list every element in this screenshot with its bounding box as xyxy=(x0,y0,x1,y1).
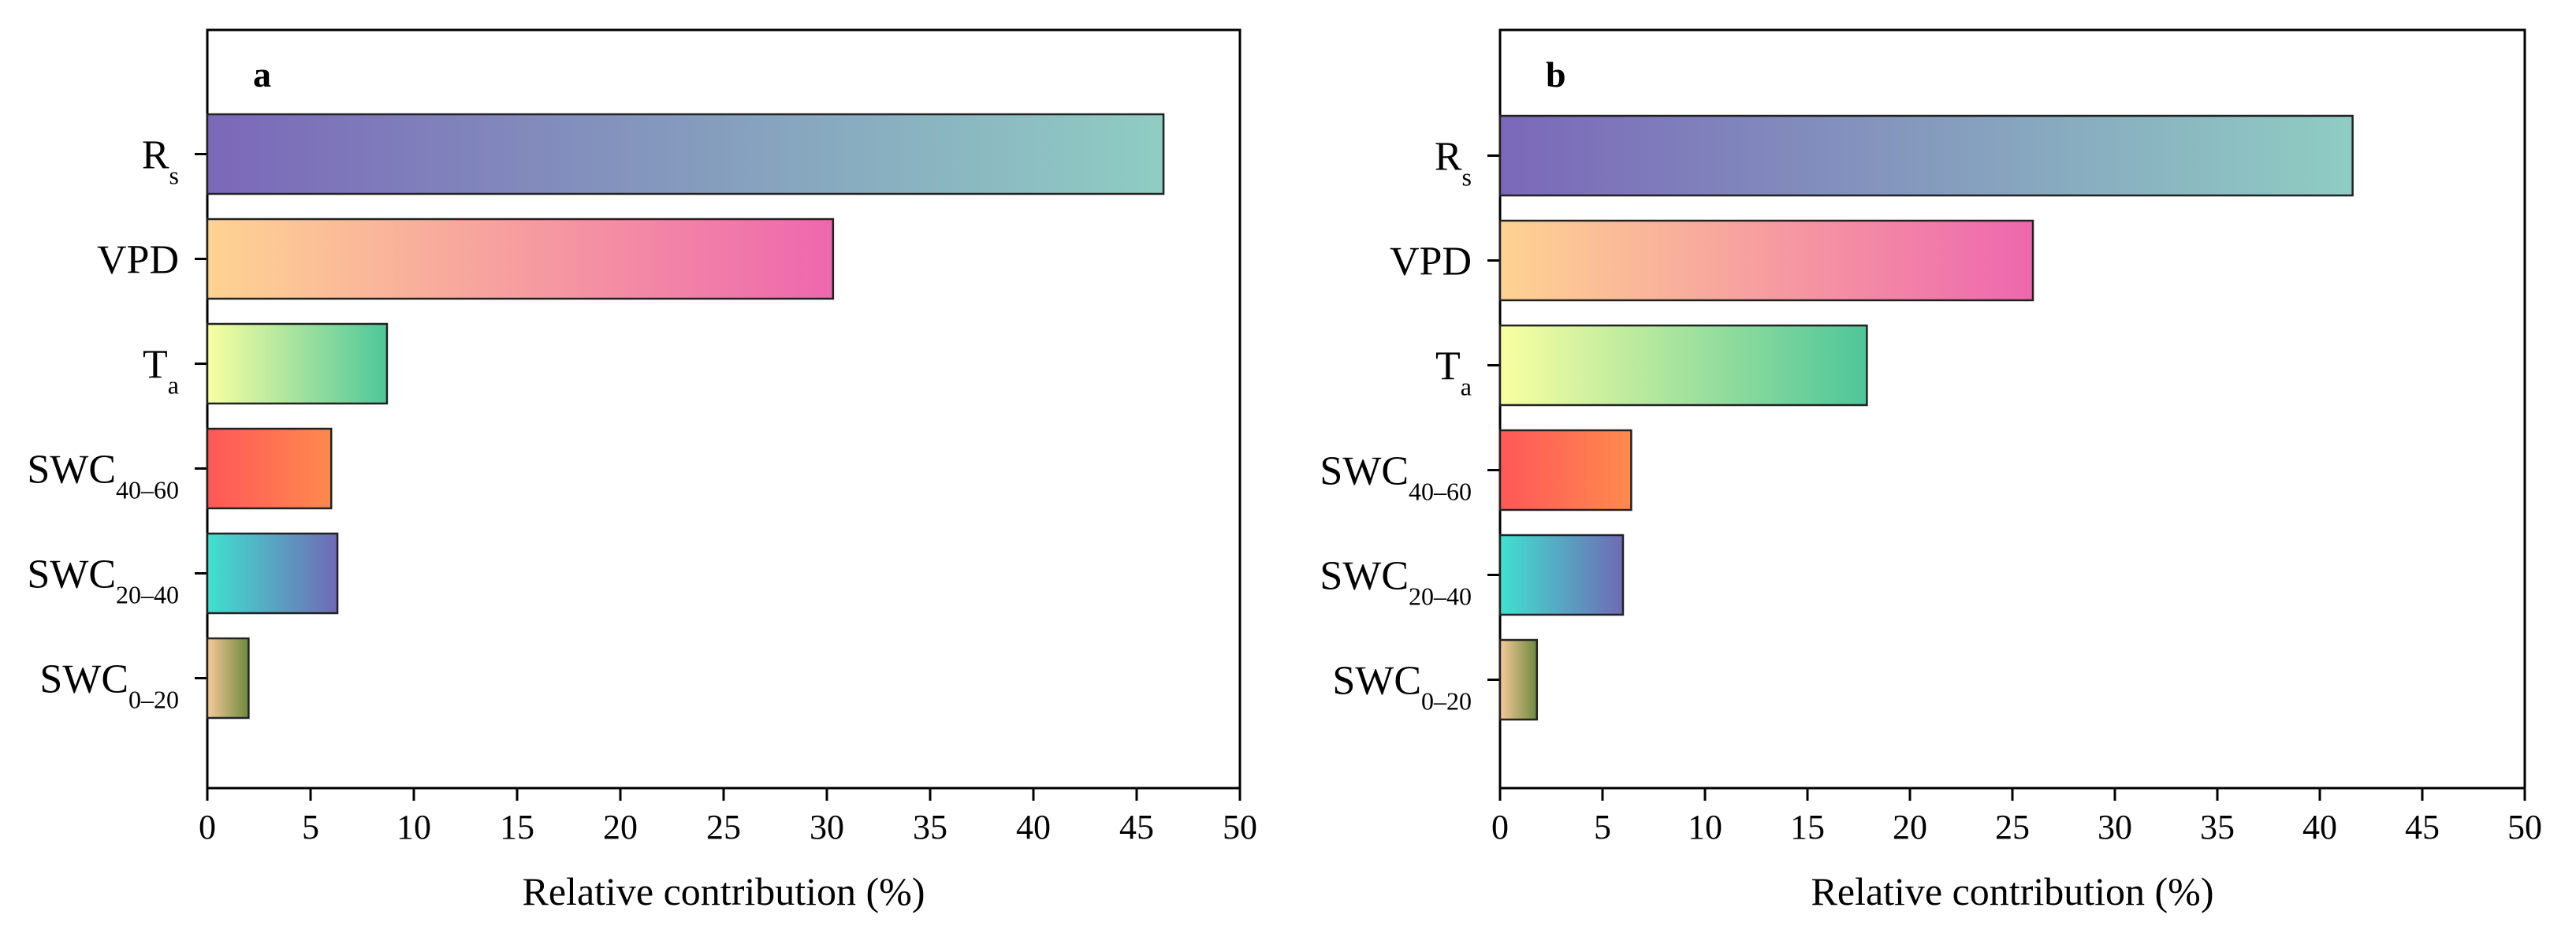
x-tick-label: 25 xyxy=(706,808,741,846)
category-label: SWC20–40 xyxy=(27,552,179,609)
category-label: SWC0–20 xyxy=(1332,659,1472,716)
x-tick-label: 40 xyxy=(1016,808,1051,846)
category-label: VPD xyxy=(1390,240,1472,285)
x-tick-label: 30 xyxy=(810,808,844,846)
category-label: SWC40–60 xyxy=(27,448,179,504)
panel-b: b 0 5 10 15 20 25 30 35 40 45 50 Relative contributi… xyxy=(1320,28,2542,913)
x-tick-label: 30 xyxy=(2098,808,2132,846)
bar xyxy=(206,113,1165,195)
panel-letter: b xyxy=(1546,54,1566,95)
bar xyxy=(1498,638,1539,721)
bar xyxy=(206,637,250,720)
x-tick-label: 35 xyxy=(913,808,947,846)
x-tick-label: 10 xyxy=(396,808,431,846)
x-tick-label: 0 xyxy=(1491,808,1509,846)
category-label: SWC40–60 xyxy=(1320,449,1472,506)
bar xyxy=(206,322,389,405)
panel-a: a 0 5 10 15 20 25 30 35 40 45 50 Relative contributi… xyxy=(27,28,1257,913)
bar xyxy=(1498,534,1625,616)
x-axis-label: Relative contribution (%) xyxy=(523,869,925,913)
category-label: Rs xyxy=(142,133,179,190)
x-tick-label: 5 xyxy=(302,808,319,846)
x-tick-label: 35 xyxy=(2200,808,2235,846)
category-label: VPD xyxy=(97,238,179,283)
x-tick-label: 50 xyxy=(1223,808,1257,846)
x-tick-label: 20 xyxy=(603,808,638,846)
panel-letter: a xyxy=(253,54,271,95)
category-label: SWC0–20 xyxy=(39,657,179,714)
bar xyxy=(1498,324,1868,407)
bar xyxy=(206,218,835,300)
x-tick-label: 40 xyxy=(2302,808,2337,846)
bar xyxy=(1498,429,1632,511)
x-tick-label: 25 xyxy=(1995,808,2030,846)
x-tick-label: 5 xyxy=(1594,808,1611,846)
x-tick-label: 20 xyxy=(1893,808,1927,846)
category-label: Rs xyxy=(1435,135,1472,192)
x-tick-label: 50 xyxy=(2507,808,2542,846)
bar xyxy=(206,427,333,510)
bar xyxy=(206,532,339,615)
x-tick-label: 45 xyxy=(1119,808,1154,846)
category-label: SWC20–40 xyxy=(1320,554,1472,611)
bar xyxy=(1498,219,2034,302)
category-label: Ta xyxy=(1435,344,1472,401)
x-tick-label: 15 xyxy=(1790,808,1825,846)
x-tick-label: 15 xyxy=(500,808,534,846)
x-axis-label: Relative contribution (%) xyxy=(1811,869,2214,913)
bar xyxy=(1498,114,2354,197)
x-tick-label: 10 xyxy=(1688,808,1722,846)
category-label: Ta xyxy=(143,343,179,400)
x-tick-label: 45 xyxy=(2405,808,2440,846)
x-tick-label: 0 xyxy=(199,808,216,846)
